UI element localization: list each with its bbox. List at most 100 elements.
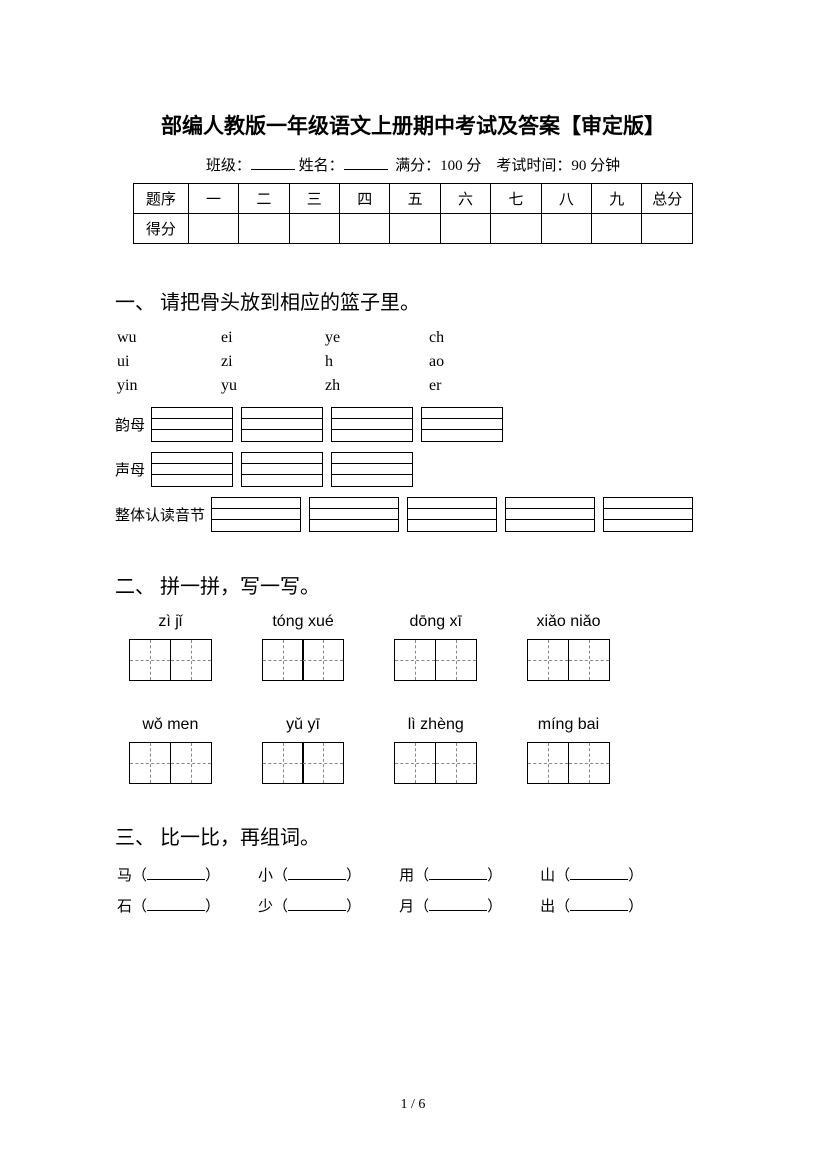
full-value: 100 分 <box>440 158 481 174</box>
basket-box[interactable] <box>151 452 233 487</box>
basket-box[interactable] <box>241 452 323 487</box>
doc-title: 部编人教版一年级语文上册期中考试及答案【审定版】 <box>115 110 711 140</box>
score-col: 六 <box>440 184 490 214</box>
name-label: 姓名： <box>299 158 344 174</box>
score-col: 一 <box>188 184 238 214</box>
time-label: 考试时间： <box>496 158 571 174</box>
score-col: 五 <box>390 184 440 214</box>
q2-row: zì jǐ tóng xué dōng xī xiǎo niǎo <box>129 613 711 686</box>
name-blank[interactable] <box>344 156 388 170</box>
tianzige-box[interactable] <box>129 639 212 681</box>
score-cell[interactable] <box>440 214 490 244</box>
tianzige-box[interactable] <box>262 639 345 681</box>
q3-close: ） <box>628 895 643 916</box>
q3-blank[interactable] <box>147 899 205 911</box>
q1-baskets: 韵母声母整体认读音节 <box>115 407 711 532</box>
q3-item: 用（ ） <box>399 864 502 885</box>
q2-head: 二、 拼一拼，写一写。 <box>115 570 711 599</box>
score-cell[interactable] <box>541 214 591 244</box>
q3-item: 山（） <box>540 864 643 885</box>
score-header-label: 题序 <box>134 184 189 214</box>
tianzige-box[interactable] <box>394 639 477 681</box>
q2-pinyin: míng bai <box>527 716 610 734</box>
q3-close: ） <box>205 895 220 916</box>
q2-body: zì jǐtóng xuédōng xīxiǎo niǎowǒ menyǔ yī… <box>115 613 711 789</box>
score-cell[interactable] <box>642 214 693 244</box>
q3-item: 石（） <box>117 895 220 916</box>
q3-char: 用（ <box>399 864 429 885</box>
basket-box[interactable] <box>421 407 503 442</box>
score-col: 三 <box>289 184 339 214</box>
score-cell[interactable] <box>491 214 541 244</box>
info-line: 班级： 姓名： 满分：100 分 考试时间：90 分钟 <box>115 154 711 175</box>
q3-blank[interactable] <box>429 899 487 911</box>
basket-label: 声母 <box>115 459 145 480</box>
q2-pinyin: zì jǐ <box>129 613 212 631</box>
pinyin-cell: ch <box>429 329 529 347</box>
tianzige-box[interactable] <box>394 742 477 784</box>
basket-box[interactable] <box>151 407 233 442</box>
pinyin-cell: zh <box>325 377 425 395</box>
score-cell[interactable] <box>188 214 238 244</box>
basket-box[interactable] <box>331 407 413 442</box>
pinyin-cell: yin <box>117 377 217 395</box>
q2-item: tóng xué <box>262 613 345 686</box>
q3-char: 月（ <box>399 895 429 916</box>
tianzige-box[interactable] <box>527 639 610 681</box>
q3-close: ） <box>346 895 361 916</box>
pinyin-cell: ei <box>221 329 321 347</box>
score-table: 题序 一 二 三 四 五 六 七 八 九 总分 得分 <box>133 183 693 244</box>
q3-row: 马（）小（）用（）山（） <box>117 864 711 885</box>
score-col: 八 <box>541 184 591 214</box>
q2-pinyin: xiǎo niǎo <box>527 613 610 631</box>
basket-row: 整体认读音节 <box>115 497 711 532</box>
q2-item: lì zhèng <box>394 716 477 789</box>
score-cell[interactable] <box>592 214 642 244</box>
basket-box[interactable] <box>407 497 497 532</box>
q3-close: ） <box>346 864 361 885</box>
score-row-points: 得分 <box>134 214 693 244</box>
q2-item: dōng xī <box>394 613 477 686</box>
basket-box[interactable] <box>309 497 399 532</box>
page-footer: 1 / 6 <box>0 1097 826 1113</box>
q2-item: xiǎo niǎo <box>527 613 610 686</box>
q2-item: wǒ men <box>129 716 212 789</box>
q3-blank[interactable] <box>288 899 346 911</box>
score-cell[interactable] <box>390 214 440 244</box>
q3-blank[interactable] <box>429 868 487 880</box>
score-cell[interactable] <box>340 214 390 244</box>
q3-char: 小（ <box>258 864 288 885</box>
tianzige-box[interactable] <box>527 742 610 784</box>
q2-row: wǒ menyǔ yīlì zhèngmíng bai <box>129 716 711 789</box>
q3-blank[interactable] <box>288 868 346 880</box>
q3-blank[interactable] <box>147 868 205 880</box>
q2-pinyin: wǒ men <box>129 716 212 734</box>
q3-body: 马（）小（）用（）山（）石（）少（）月（）出（） <box>115 864 711 916</box>
q3-char: 少（ <box>258 895 288 916</box>
pinyin-cell: h <box>325 353 425 371</box>
basket-box[interactable] <box>603 497 693 532</box>
score-points-label: 得分 <box>134 214 189 244</box>
score-cell[interactable] <box>239 214 289 244</box>
q3-head: 三、 比一比，再组词。 <box>115 821 711 850</box>
q3-close: ） <box>487 895 502 916</box>
basket-box[interactable] <box>505 497 595 532</box>
tianzige-box[interactable] <box>129 742 212 784</box>
class-label: 班级： <box>206 158 251 174</box>
q3-close: ） <box>487 864 502 885</box>
q3-blank[interactable] <box>570 868 628 880</box>
q3-item: 小（ ） <box>258 864 361 885</box>
score-cell[interactable] <box>289 214 339 244</box>
basket-box[interactable] <box>211 497 301 532</box>
basket-box[interactable] <box>331 452 413 487</box>
pinyin-cell: er <box>429 377 529 395</box>
class-blank[interactable] <box>251 156 295 170</box>
basket-box[interactable] <box>241 407 323 442</box>
q3-blank[interactable] <box>570 899 628 911</box>
q3-char: 山（ <box>540 864 570 885</box>
tianzige-box[interactable] <box>262 742 345 784</box>
q2-item: míng bai <box>527 716 610 789</box>
score-col: 九 <box>592 184 642 214</box>
basket-row: 韵母 <box>115 407 711 442</box>
basket-label: 整体认读音节 <box>115 504 205 525</box>
